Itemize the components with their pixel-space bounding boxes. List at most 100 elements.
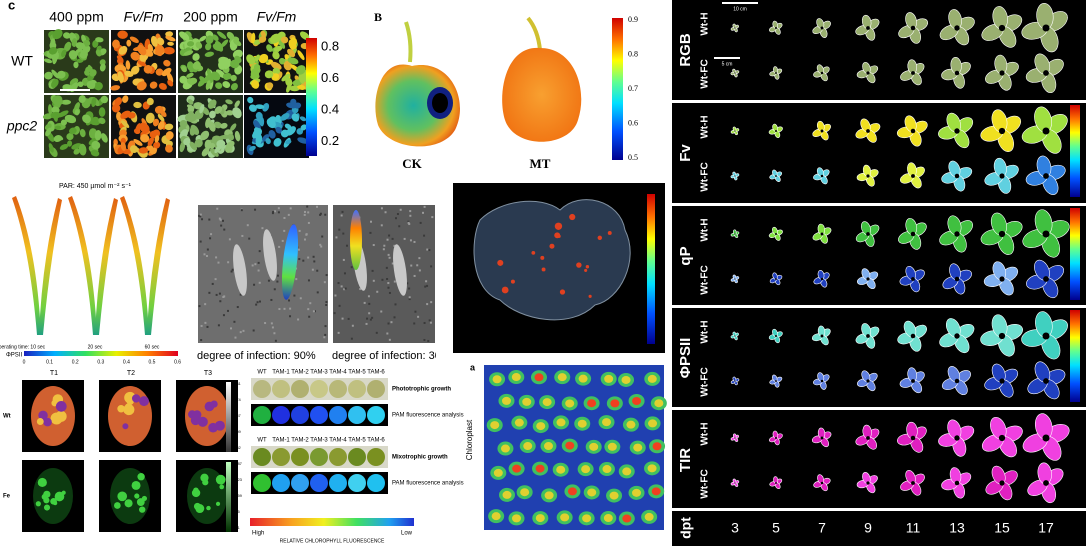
colorbar-tick-label: 0.81 [233,381,242,386]
chloroplast-core [556,418,566,427]
noise [413,274,416,277]
row-label: ΦPSII [677,338,694,379]
colorbar-tick-label: 0.4 [321,101,339,116]
noise [258,281,261,284]
noise [338,228,341,231]
plant-center [954,128,960,134]
row-sublabel: Wt-FC [700,162,711,191]
noise [298,229,301,232]
colony [329,380,347,398]
noise [289,315,292,318]
leaf [226,31,235,40]
noise [222,296,225,299]
noise [426,303,429,306]
leaf [69,127,77,135]
plant-center [866,379,870,383]
wheat-leaf [39,198,62,335]
leaf [262,103,270,112]
colorbar [1070,208,1080,300]
noise [385,266,388,269]
plant-center [734,278,736,280]
leaf [280,129,289,138]
column-header: Fv/Fm [124,9,164,25]
leaf [111,103,121,113]
noise [376,290,379,293]
noise [309,302,312,305]
strain-label: TAM-1 [272,438,290,444]
leaf [265,137,271,145]
caption-clip: degree of infection: 90% [197,350,316,362]
leaf [205,35,214,45]
lesion-spot [554,222,563,230]
leaf [269,33,281,44]
leaf [281,73,291,82]
chloroplast-core [511,373,521,382]
photo [333,205,435,343]
day-label: 15 [994,520,1010,536]
colony-pam [291,406,309,424]
leaf [77,81,84,88]
sample-heat [185,386,229,446]
leaf [285,139,292,145]
noise [369,231,372,234]
leaf [286,102,297,109]
leaf [147,137,154,147]
noise [239,293,242,296]
plant-center [954,480,960,486]
leaf [186,78,195,86]
row-label: PAM fluorescence analysis [392,481,464,487]
leaf [157,113,165,122]
plant-center [954,231,960,237]
leaf [98,117,106,125]
noise [428,319,431,322]
noise [208,218,211,221]
plant-center [774,232,778,236]
leaf [210,71,221,81]
leaf [251,80,260,89]
noise [306,205,309,208]
noise [216,207,219,210]
spot [124,499,133,508]
leaf [137,60,147,67]
noise [307,279,310,282]
noise [297,248,300,251]
leaf [64,41,72,52]
noise [199,215,202,218]
chloroplast-core [523,442,533,451]
noise [320,245,323,248]
leaf [279,40,286,49]
plant-center [820,334,824,338]
noise [370,220,373,223]
plant-center [866,129,870,133]
colorbar-tick-label: 0.8 [628,49,638,58]
noise [307,308,310,311]
spot [141,495,148,502]
colorbar [647,194,655,344]
stem [404,21,413,63]
lesion-spot [510,279,515,284]
noise [409,214,412,217]
leaf [179,75,188,84]
colorbar-tick-label: 1723 [233,477,243,482]
column-header: T3 [204,370,212,377]
lesion-spot [607,230,612,235]
leaf [199,104,205,114]
chloroplast-core [501,396,511,405]
leaf [51,78,59,89]
leaf [73,102,80,113]
leaf [189,141,198,151]
chloroplast-core [622,514,632,523]
leaf [155,50,163,57]
leaf [161,67,172,77]
lesion-spot [557,234,561,238]
column-header: 200 ppm [183,9,237,25]
scale-tick-label: 0.6 [174,359,181,365]
scale-tick-label: 0.4 [123,359,130,365]
spot [37,477,47,488]
plant-center [866,436,870,440]
leaf [91,140,101,150]
leaf [129,36,139,44]
colony-pam [272,474,290,492]
noise [372,244,375,247]
leaf [152,118,160,127]
